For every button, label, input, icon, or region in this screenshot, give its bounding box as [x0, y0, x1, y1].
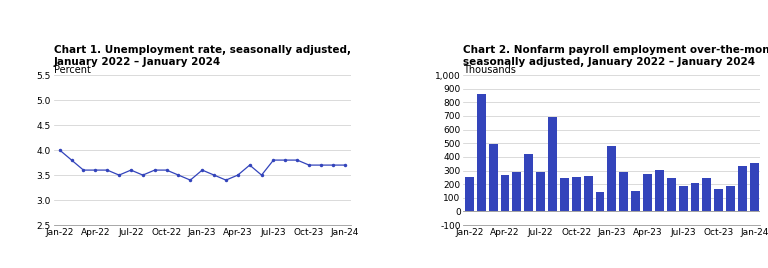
Bar — [536, 172, 545, 211]
Bar — [607, 146, 617, 211]
Bar — [465, 177, 474, 211]
Bar — [560, 178, 569, 211]
Bar — [488, 144, 498, 211]
Text: Thousands: Thousands — [463, 65, 516, 75]
Bar — [679, 185, 687, 211]
Bar — [727, 186, 735, 211]
Bar — [703, 178, 711, 211]
Bar — [501, 174, 509, 211]
Bar — [714, 189, 723, 211]
Text: Chart 2. Nonfarm payroll employment over-the-month change,
seasonally adjusted, : Chart 2. Nonfarm payroll employment over… — [463, 45, 768, 67]
Bar — [548, 117, 557, 211]
Bar — [667, 178, 676, 211]
Bar — [512, 172, 521, 211]
Bar — [572, 177, 581, 211]
Bar — [690, 183, 700, 211]
Bar — [477, 94, 485, 211]
Bar — [738, 166, 747, 211]
Bar — [525, 154, 533, 211]
Bar — [655, 170, 664, 211]
Bar — [619, 172, 628, 211]
Bar — [750, 163, 759, 211]
Bar — [595, 192, 604, 211]
Bar — [584, 176, 593, 211]
Text: Chart 1. Unemployment rate, seasonally adjusted,
January 2022 – January 2024: Chart 1. Unemployment rate, seasonally a… — [54, 45, 351, 67]
Bar — [631, 191, 640, 211]
Bar — [643, 174, 652, 211]
Text: Percent: Percent — [54, 65, 91, 75]
